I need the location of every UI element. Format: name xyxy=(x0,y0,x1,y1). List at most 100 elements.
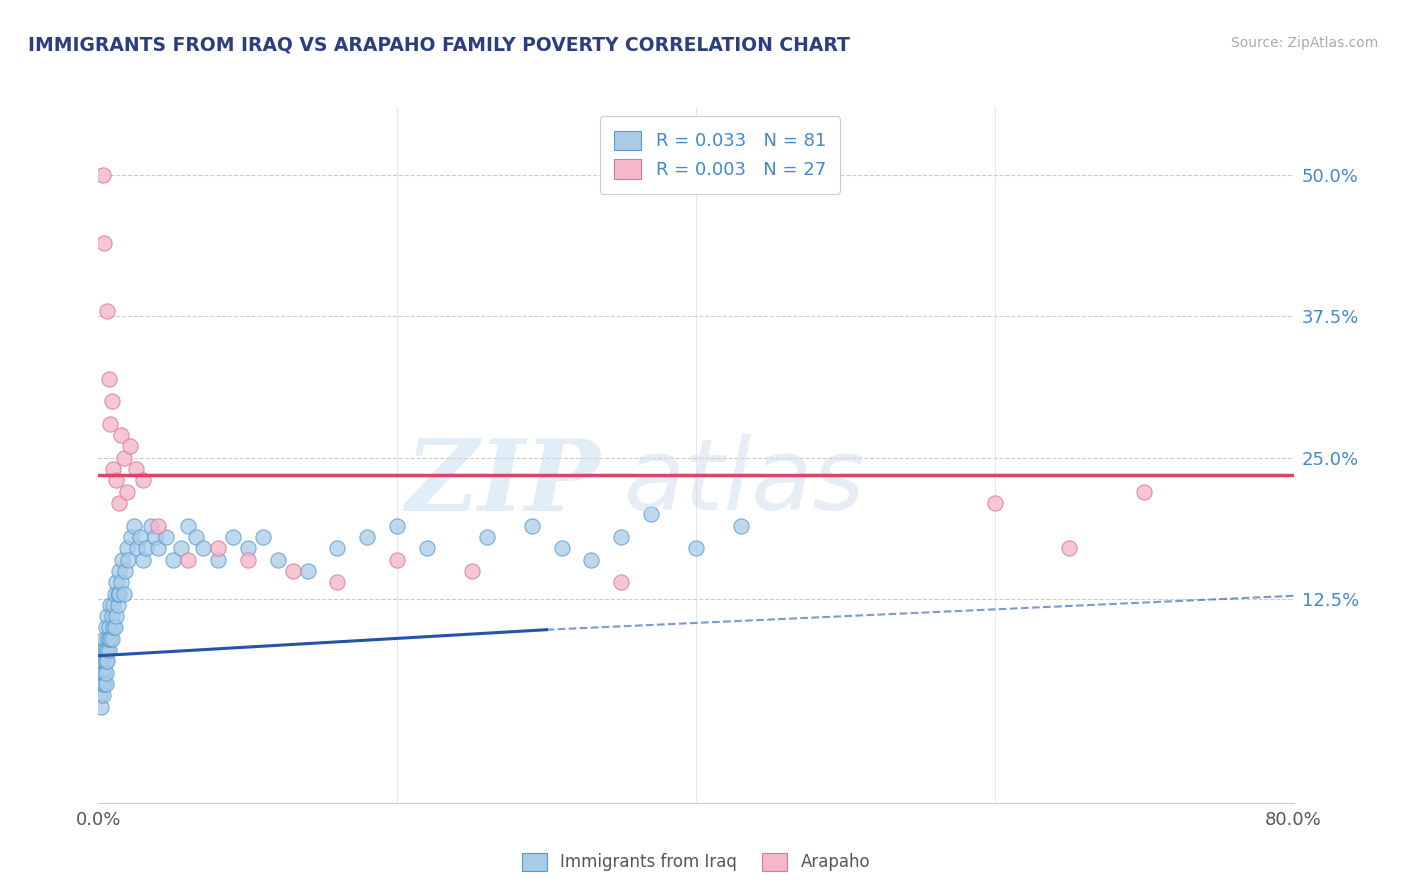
Point xyxy=(94,643,117,657)
Point xyxy=(107,598,129,612)
Point xyxy=(97,620,120,634)
Text: IMMIGRANTS FROM IRAQ VS ARAPAHO FAMILY POVERTY CORRELATION CHART: IMMIGRANTS FROM IRAQ VS ARAPAHO FAMILY P… xyxy=(28,36,851,54)
Point xyxy=(97,371,120,385)
Point xyxy=(984,496,1007,510)
Point xyxy=(96,643,118,657)
Point xyxy=(281,564,304,578)
Point xyxy=(91,654,114,668)
Point xyxy=(112,450,135,465)
Point xyxy=(610,575,633,590)
Point xyxy=(91,665,114,680)
Point xyxy=(520,518,543,533)
Point xyxy=(127,541,149,556)
Point xyxy=(207,552,229,566)
Point xyxy=(581,552,603,566)
Point xyxy=(107,586,129,600)
Point xyxy=(97,632,120,646)
Point xyxy=(143,530,166,544)
Point xyxy=(104,620,127,634)
Point xyxy=(94,620,117,634)
Point xyxy=(98,632,122,646)
Point xyxy=(132,474,155,488)
Point xyxy=(105,575,128,590)
Point xyxy=(416,541,439,556)
Point xyxy=(252,530,274,544)
Point xyxy=(184,530,207,544)
Point xyxy=(90,654,112,668)
Point xyxy=(105,609,128,624)
Point xyxy=(96,632,118,646)
Point xyxy=(90,677,112,691)
Point xyxy=(98,598,122,612)
Point xyxy=(125,462,148,476)
Point xyxy=(148,541,170,556)
Point xyxy=(103,620,125,634)
Point xyxy=(610,530,633,544)
Point xyxy=(89,677,111,691)
Point xyxy=(124,518,146,533)
Point xyxy=(1059,541,1081,556)
Point xyxy=(91,168,114,182)
Point xyxy=(162,552,184,566)
Point xyxy=(90,665,112,680)
Point xyxy=(96,654,118,668)
Point xyxy=(236,552,259,566)
Point xyxy=(685,541,707,556)
Point xyxy=(120,530,142,544)
Point xyxy=(155,530,177,544)
Text: atlas: atlas xyxy=(624,434,866,532)
Point xyxy=(117,552,139,566)
Point xyxy=(475,530,498,544)
Point xyxy=(461,564,484,578)
Point xyxy=(93,235,115,250)
Point xyxy=(326,575,349,590)
Point xyxy=(101,394,124,409)
Point xyxy=(177,518,200,533)
Point xyxy=(94,665,117,680)
Point xyxy=(115,484,138,499)
Point xyxy=(110,575,132,590)
Point xyxy=(94,654,117,668)
Point xyxy=(297,564,319,578)
Point xyxy=(191,541,214,556)
Point xyxy=(93,632,115,646)
Point xyxy=(385,518,409,533)
Point xyxy=(108,496,131,510)
Point xyxy=(89,665,111,680)
Point xyxy=(207,541,229,556)
Point xyxy=(1133,484,1156,499)
Point xyxy=(91,689,114,703)
Point xyxy=(94,677,117,691)
Point xyxy=(103,598,125,612)
Point xyxy=(132,552,155,566)
Point xyxy=(385,552,409,566)
Point xyxy=(169,541,191,556)
Point xyxy=(101,632,124,646)
Point xyxy=(356,530,378,544)
Point xyxy=(96,303,118,318)
Point xyxy=(91,643,114,657)
Point xyxy=(89,689,111,703)
Point xyxy=(98,417,122,431)
Point xyxy=(104,586,127,600)
Point xyxy=(114,564,136,578)
Point xyxy=(236,541,259,556)
Point xyxy=(118,439,141,453)
Point xyxy=(326,541,349,556)
Point xyxy=(730,518,752,533)
Point xyxy=(222,530,245,544)
Point xyxy=(97,643,120,657)
Point xyxy=(177,552,200,566)
Point xyxy=(640,508,662,522)
Point xyxy=(93,643,115,657)
Point xyxy=(129,530,152,544)
Point xyxy=(90,699,112,714)
Text: ZIP: ZIP xyxy=(405,434,600,531)
Point xyxy=(108,564,131,578)
Point xyxy=(148,518,170,533)
Point xyxy=(96,609,118,624)
Point xyxy=(110,428,132,442)
Point xyxy=(101,609,124,624)
Point xyxy=(93,677,115,691)
Point xyxy=(139,518,162,533)
